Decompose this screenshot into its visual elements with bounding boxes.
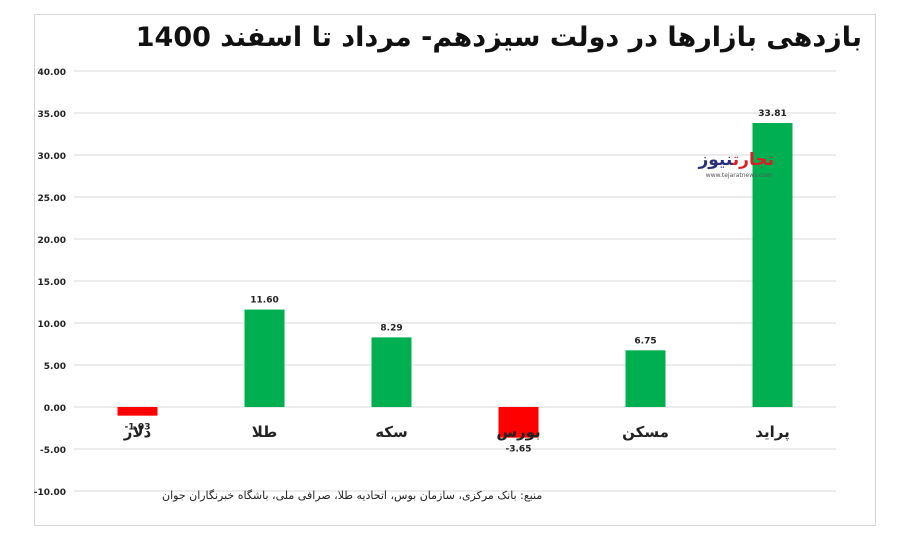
category-label: پراید <box>755 423 789 442</box>
data-label: -1.03 <box>125 423 151 433</box>
data-label: 8.29 <box>380 323 402 333</box>
bar <box>625 350 666 407</box>
y-tick-label: 5.00 <box>44 362 66 372</box>
y-tick-label: 35.00 <box>38 110 66 120</box>
data-label: 33.81 <box>758 109 786 119</box>
chart-frame <box>34 14 876 526</box>
bar <box>244 309 285 407</box>
data-label: 6.75 <box>634 336 656 346</box>
y-tick-label: 25.00 <box>38 194 66 204</box>
chart-title: بازدهی بازارها در دولت سیزدهم- مرداد تا … <box>135 22 862 53</box>
y-tick-label: 0.00 <box>44 404 66 414</box>
y-tick-label: 30.00 <box>38 152 66 162</box>
y-tick-label: 20.00 <box>38 236 66 246</box>
data-label: -3.65 <box>506 445 532 455</box>
category-label: طلا <box>252 423 278 441</box>
bar <box>117 407 158 416</box>
bar <box>752 122 793 407</box>
category-label: مسکن <box>622 423 669 441</box>
tejaratnews-logo: تجارتنیوز www.tejaratnews.com <box>698 148 778 188</box>
y-tick-label: 10.00 <box>38 320 66 330</box>
category-label: دلار <box>123 423 152 441</box>
category-label: بورس <box>496 423 540 441</box>
data-label: 11.60 <box>250 296 278 306</box>
bar <box>498 407 539 438</box>
y-tick-label: 15.00 <box>38 278 66 288</box>
source-note: منبع: بانک مرکزی، سازمان بوس، اتحادیه طل… <box>162 489 543 502</box>
logo-url: www.tejaratnews.com <box>705 172 772 179</box>
y-tick-label: -5.00 <box>40 446 66 456</box>
logo-brand-red: تجارت <box>732 150 774 170</box>
y-tick-label: -10.00 <box>34 488 66 498</box>
logo-brand-blue: نیوز <box>698 150 733 170</box>
category-label: سکه <box>375 423 408 441</box>
y-tick-label: 40.00 <box>38 68 66 78</box>
bar <box>371 337 412 407</box>
